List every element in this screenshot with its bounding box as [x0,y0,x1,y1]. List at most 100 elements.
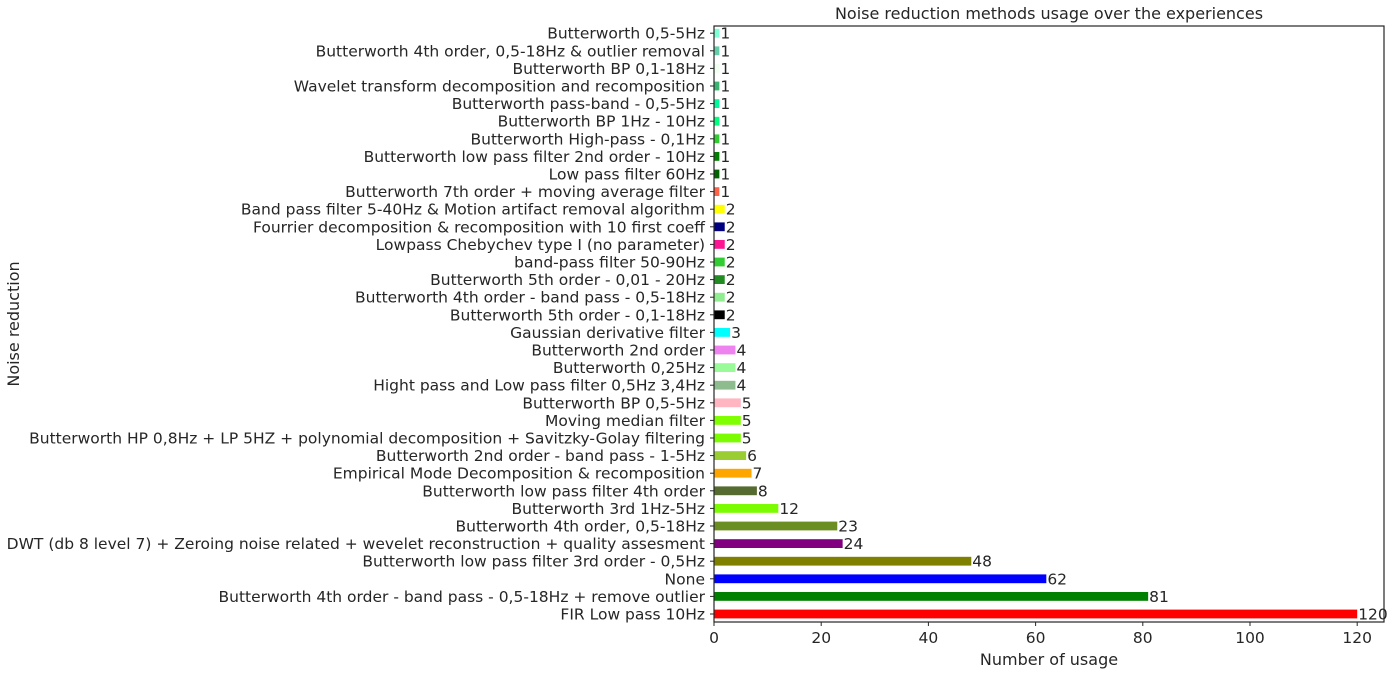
category-label: Butterworth low pass filter 4th order [422,482,705,500]
data-label: 4 [736,359,746,377]
x-tick-label: 40 [919,629,939,647]
bar [714,416,741,425]
bar [714,240,725,249]
bar [714,363,736,372]
data-label: 2 [726,289,736,307]
category-label: Butterworth 5th order - 0,1-18Hz [450,306,705,324]
category-label: Butterworth 4th order, 0,5-18Hz & outlie… [316,42,705,60]
x-tick-label: 20 [811,629,831,647]
category-label: Butterworth 0,5-5Hz [547,25,705,43]
bar [714,345,736,355]
bar [714,328,731,337]
bar [714,486,757,496]
data-labels-group: 1208162482423128765554443222222211111111… [720,25,1387,624]
chart-title: Noise reduction methods usage over the e… [835,4,1263,23]
category-label: Lowpass Chebychev type I (no parameter) [376,236,705,254]
bar [714,99,720,108]
category-label: FIR Low pass 10Hz [560,606,705,624]
category-label: Butterworth 2nd order [531,342,705,360]
category-label: Butterworth 5th order - 0,01 - 20Hz [430,271,705,289]
category-label: Butterworth 0,25Hz [553,359,705,377]
bar [714,275,725,284]
bar [714,292,725,302]
category-label: DWT (db 8 level 7) + Zeroing noise relat… [7,535,705,553]
bar [714,574,1047,584]
data-label: 12 [779,500,799,518]
data-label: 2 [726,254,736,272]
bar [714,592,1149,601]
category-label: Butterworth 7th order + moving average f… [345,183,705,201]
data-label: 1 [720,95,730,113]
x-tick-label: 60 [1026,629,1046,647]
bar [714,539,843,548]
bar [714,257,725,267]
bar [714,222,725,232]
data-label: 1 [720,78,730,96]
category-label: Fourrier decomposition & recomposition w… [253,218,705,236]
category-label: Butterworth pass-band - 0,5-5Hz [452,95,705,113]
bars-group [714,28,1358,619]
bar [714,81,720,91]
data-label: 1 [720,25,730,43]
category-label: Butterworth BP 0,5-5Hz [522,394,705,412]
data-label: 7 [753,465,763,483]
data-label: 2 [726,201,736,219]
data-label: 1 [720,42,730,60]
category-label: Butterworth HP 0,8Hz + LP 5HZ + polynomi… [29,430,705,448]
data-label: 4 [736,342,746,360]
category-label: Moving median filter [545,412,706,430]
data-label: 6 [747,447,757,465]
category-label: Gaussian derivative filter [510,324,705,342]
data-label: 2 [726,271,736,289]
data-label: 2 [726,306,736,324]
data-label: 1 [720,60,730,78]
bar [714,134,720,144]
data-label: 2 [726,218,736,236]
x-tick-label: 80 [1133,629,1153,647]
bar [714,116,720,126]
category-label: Butterworth 4th order, 0,5-18Hz [455,518,705,536]
data-label: 23 [838,518,858,536]
data-label: 120 [1358,606,1388,624]
category-label: Butterworth High-pass - 0,1Hz [471,130,705,148]
category-label: Butterworth 3rd 1Hz-5Hz [511,500,705,518]
x-tick-label: 120 [1342,629,1372,647]
category-label: Butterworth 4th order - band pass - 0,5-… [355,289,705,307]
category-label: Wavelet transform decomposition and reco… [294,78,705,96]
bar [714,46,720,56]
bar [714,28,720,38]
category-label: Butterworth BP 1Hz - 10Hz [498,113,705,131]
data-label: 5 [742,394,752,412]
category-label: Butterworth 4th order - band pass - 0,5-… [218,588,705,606]
data-label: 1 [720,148,730,166]
bar [714,310,725,320]
data-label: 5 [742,412,752,430]
bar [714,64,720,73]
data-label: 3 [731,324,741,342]
x-tick-label: 100 [1235,629,1265,647]
category-label: Hight pass and Low pass filter 0,5Hz 3,4… [373,377,705,395]
bar [714,504,779,513]
bar [714,433,741,443]
data-label: 1 [720,183,730,201]
data-label: 5 [742,430,752,448]
data-label: 1 [720,166,730,184]
bar [714,468,752,478]
bar [714,152,720,161]
data-label: 81 [1149,588,1169,606]
category-label: Butterworth BP 0,1-18Hz [512,60,705,78]
data-label: 24 [844,535,864,553]
category-label: Band pass filter 5-40Hz & Motion artifac… [241,201,705,219]
bar [714,556,972,566]
data-label: 8 [758,482,768,500]
data-label: 4 [736,377,746,395]
x-ticks-group: 0 20 40 60 80 100 120 [709,622,1372,647]
category-label: Low pass filter 60Hz [549,166,705,184]
bar [714,187,720,196]
bar [714,609,1358,619]
category-label: Butterworth low pass filter 3rd order - … [362,553,705,571]
category-label: Empirical Mode Decomposition & recomposi… [333,465,705,483]
data-label: 2 [726,236,736,254]
